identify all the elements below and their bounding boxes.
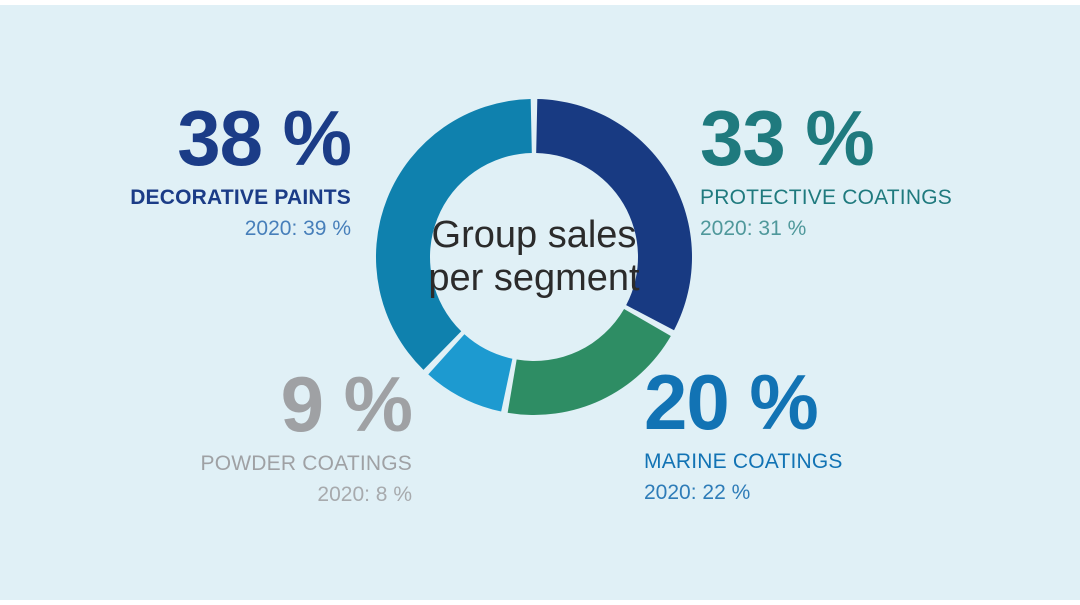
donut-center-label: Group sales per segment <box>374 214 694 300</box>
marine-coatings-previous-year: 2020: 22 % <box>644 481 751 504</box>
slice-powder-coatings <box>428 334 513 412</box>
top-border <box>0 0 1080 5</box>
segment-label-protective-coatings: 33 % PROTECTIVE COATINGS 2020: 31 % <box>700 94 952 240</box>
bottom-border <box>0 600 1080 605</box>
slice-marine-coatings <box>507 309 671 416</box>
protective-coatings-previous-year: 2020: 31 % <box>700 217 807 240</box>
marine-coatings-value: 20 % <box>644 358 819 446</box>
donut-chart <box>375 99 693 416</box>
decorative-paints-name: DECORATIVE PAINTS <box>130 186 351 209</box>
decorative-paints-value: 38 % <box>177 94 352 182</box>
protective-coatings-value: 33 % <box>700 94 875 182</box>
protective-coatings-name: PROTECTIVE COATINGS <box>700 186 952 209</box>
powder-coatings-value: 9 % <box>280 360 413 448</box>
slice-decorative-coatings <box>375 99 532 370</box>
center-label-line2: per segment <box>428 257 640 299</box>
marine-coatings-name: MARINE COATINGS <box>644 450 843 473</box>
decorative-paints-previous-year: 2020: 39 % <box>244 217 351 240</box>
segment-label-powder-coatings: 9 % POWDER COATINGS 2020: 8 % <box>200 360 413 506</box>
powder-coatings-name: POWDER COATINGS <box>200 452 412 475</box>
segment-label-marine-coatings: 20 % MARINE COATINGS 2020: 22 % <box>644 358 843 504</box>
segment-label-decorative-paints: 38 % DECORATIVE PAINTS 2020: 39 % <box>130 94 352 240</box>
powder-coatings-previous-year: 2020: 8 % <box>317 483 412 506</box>
slice-protective-coatings <box>536 99 693 331</box>
center-label-line1: Group sales <box>431 214 637 256</box>
